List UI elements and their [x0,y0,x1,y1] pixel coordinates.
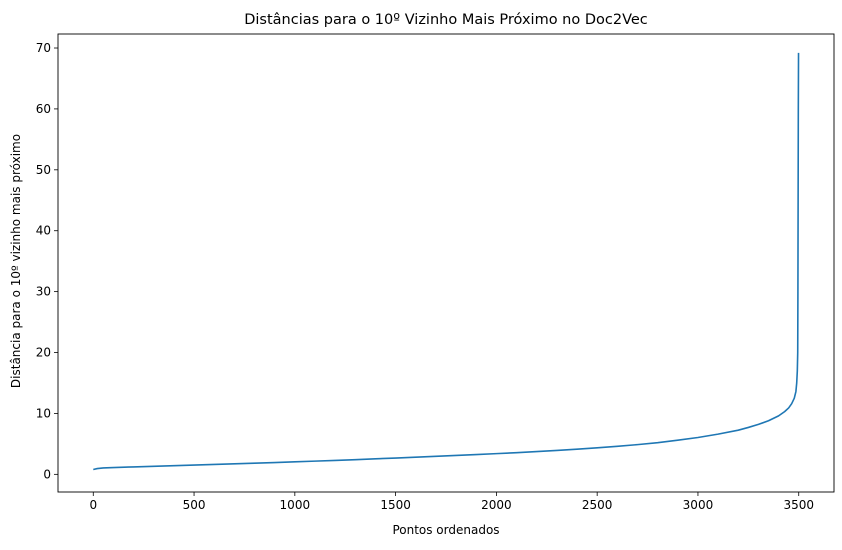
x-tick-label: 0 [89,498,97,512]
y-tick-label: 10 [36,406,51,420]
x-tick-label: 3000 [683,498,714,512]
y-tick-label: 60 [36,102,51,116]
x-axis-label: Pontos ordenados [392,523,499,537]
chart-title: Distâncias para o 10º Vizinho Mais Próxi… [244,12,648,28]
x-tick-label: 2000 [481,498,512,512]
x-tick-label: 2500 [582,498,613,512]
axes-frame [57,33,835,493]
y-tick-label: 70 [36,41,51,55]
y-tick-label: 30 [36,285,51,299]
x-tick-label: 1000 [280,498,311,512]
y-tick-label: 40 [36,224,51,238]
x-tick-label: 1500 [380,498,411,512]
plot-area: 0 500 1000 1500 2000 2500 3000 3500 0 10 20 30 40 50 6… [36,33,835,512]
y-tick-label: 20 [36,346,51,360]
x-tick-label: 3500 [783,498,814,512]
y-tick-label: 0 [43,467,51,481]
series-line-0 [93,52,800,471]
x-tick-label: 500 [183,498,206,512]
y-tick-label: 50 [36,163,51,177]
y-axis-label: Distância para o 10º vizinho mais próxim… [9,134,23,388]
